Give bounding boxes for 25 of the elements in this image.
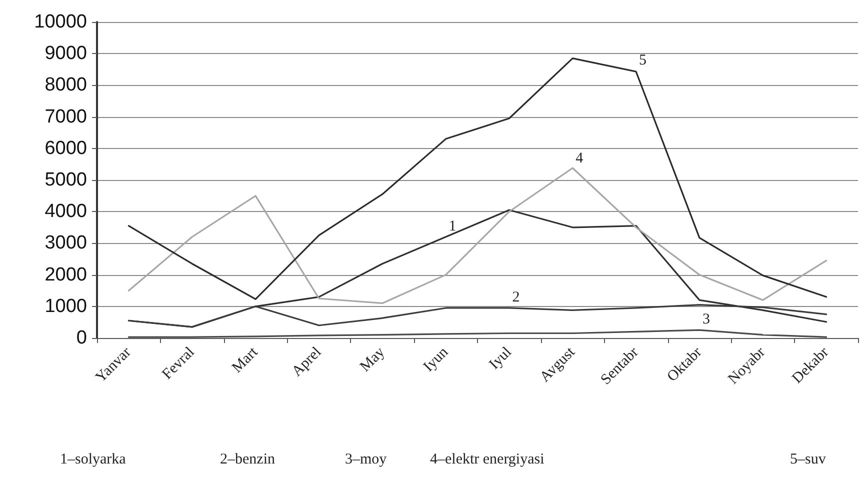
y-tick-label: 6000 bbox=[44, 138, 87, 159]
y-tick-label: 0 bbox=[76, 328, 87, 348]
annotation: 1 bbox=[448, 218, 456, 234]
annotation: 3 bbox=[702, 312, 710, 328]
text: 1–solyarka bbox=[60, 452, 126, 468]
y-tick-label: 9000 bbox=[44, 43, 87, 64]
text: 3–moy bbox=[345, 452, 388, 468]
y-tick-label: 1000 bbox=[44, 296, 87, 317]
annotation: 5 bbox=[639, 52, 647, 68]
annotation: 2 bbox=[512, 289, 520, 306]
y-tick-label: 4000 bbox=[44, 201, 87, 222]
text: 2–benzin bbox=[220, 452, 276, 468]
y-tick-label: 8000 bbox=[44, 74, 87, 96]
y-tick-label: 3000 bbox=[44, 232, 87, 254]
annotation: 4 bbox=[576, 150, 584, 166]
text: 4–elektr energiyasi bbox=[430, 452, 544, 468]
text: 5–suv bbox=[790, 452, 826, 468]
x-tick-label: Iyul bbox=[486, 344, 515, 373]
y-tick-label: 2000 bbox=[44, 264, 87, 286]
x-tick-label: May bbox=[357, 344, 388, 376]
y-tick-label: 5000 bbox=[44, 170, 87, 190]
x-tick-label: Iyun bbox=[420, 344, 452, 376]
x-tick-label: Mart bbox=[229, 344, 262, 376]
y-tick-label: 10000 bbox=[34, 12, 87, 32]
y-tick-label: 7000 bbox=[44, 106, 87, 128]
